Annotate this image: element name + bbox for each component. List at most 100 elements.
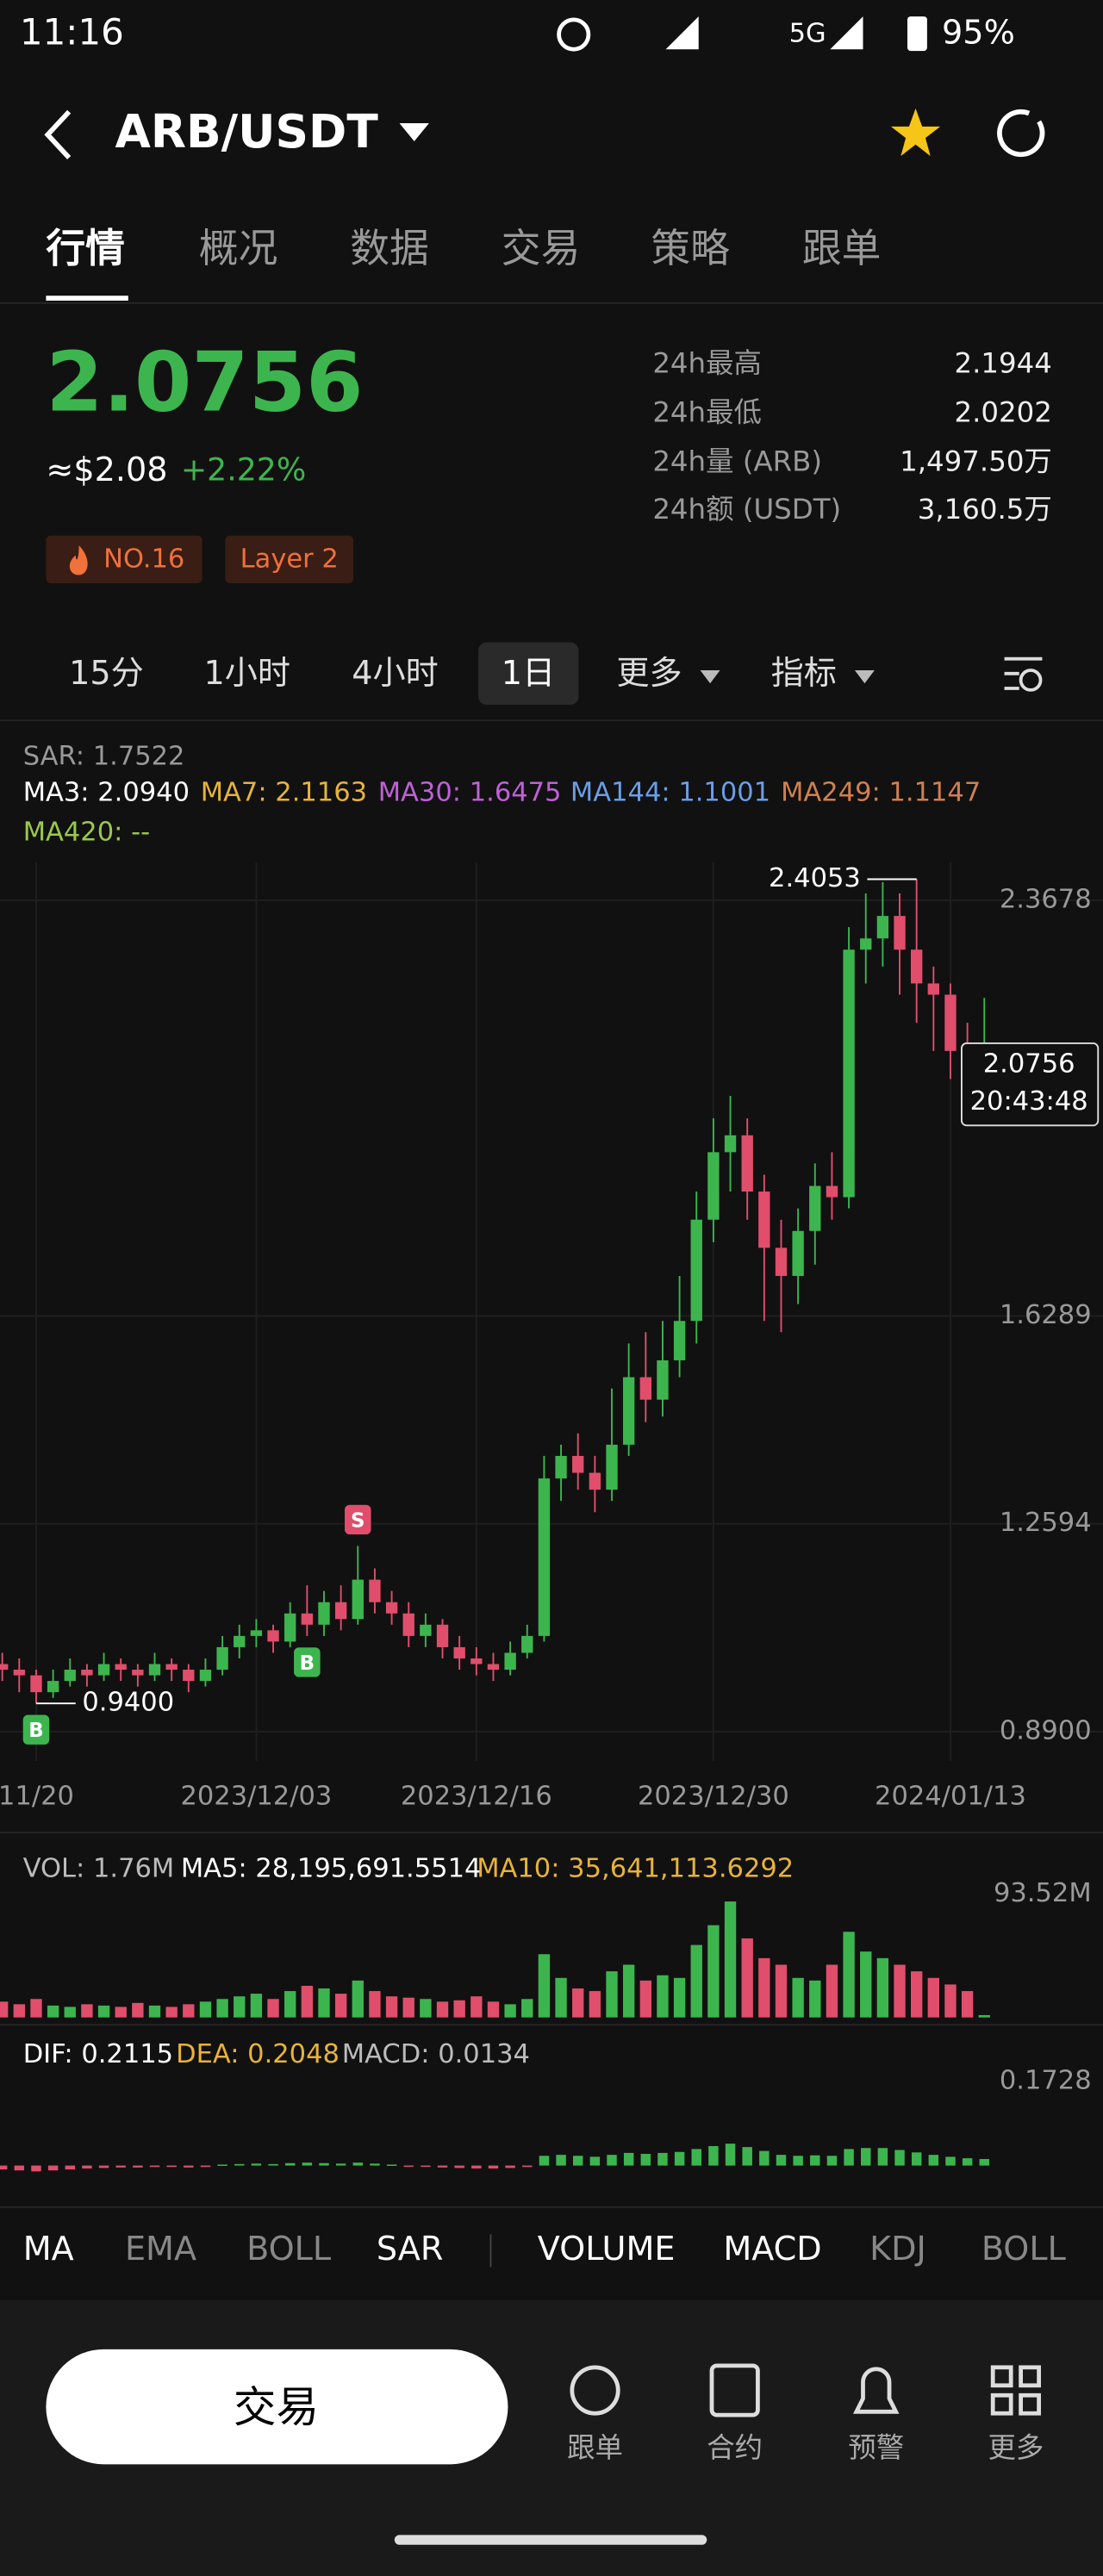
copy-icon[interactable] [570, 2365, 620, 2416]
volume-bar [352, 1980, 364, 2018]
volume-legend: MA5: 28,195,691.5514 [181, 1854, 482, 1884]
indicator-tab[interactable]: VOLUME [538, 2230, 676, 2268]
tab-underline [46, 296, 128, 301]
volume-bar [690, 1944, 702, 2018]
candle-body [420, 1624, 432, 1636]
stat-label: 24h最低 [652, 396, 762, 429]
indicator-tab[interactable]: KDJ [869, 2230, 926, 2268]
stat-value: 2.1944 [954, 346, 1051, 379]
candle-body [183, 1670, 195, 1682]
indicator-tab[interactable]: BOLL [246, 2230, 332, 2268]
candle-body [216, 1646, 228, 1671]
volume-bar [183, 2004, 195, 2018]
nav-label[interactable]: 跟单 [567, 2431, 623, 2464]
sar-legend: SAR: 1.7522 [23, 742, 185, 772]
nav-label[interactable]: 合约 [707, 2431, 763, 2464]
volume-bar [267, 1999, 279, 2018]
pair-dropdown[interactable] [399, 123, 429, 141]
macd-bar [505, 2165, 515, 2168]
volume-bar [487, 2001, 500, 2018]
macd-bar [14, 2165, 25, 2171]
indicator-tab[interactable]: BOLL [981, 2230, 1067, 2268]
divider [0, 2206, 1103, 2208]
macd-bar [979, 2159, 989, 2166]
pair-title[interactable]: ARB/USDT [115, 104, 379, 159]
price-change: +2.22% [181, 451, 306, 488]
nav-label[interactable]: 预警 [848, 2431, 904, 2464]
macd-bar [640, 2154, 651, 2166]
volume-bar [436, 2001, 449, 2018]
candle-body [707, 1152, 720, 1220]
contract-icon[interactable] [709, 2363, 760, 2417]
nav-label[interactable]: 更多 [988, 2431, 1044, 2464]
candle-body [555, 1455, 567, 1479]
home-indicator [394, 2535, 707, 2545]
candle-body [927, 983, 940, 995]
candle-body [199, 1670, 212, 1682]
indicator-tab[interactable]: MACD [723, 2230, 821, 2268]
signal-marker [22, 1714, 50, 1745]
volume-bar [555, 1977, 567, 2018]
candle-body [690, 1219, 702, 1322]
tab[interactable]: 跟单 [802, 226, 882, 271]
volume-bar [132, 2002, 144, 2018]
candle-body [165, 1664, 178, 1671]
volume-bar [860, 1951, 872, 2018]
chart-settings[interactable] [1004, 656, 1043, 692]
divider [0, 302, 1103, 304]
candle-body [318, 1602, 330, 1625]
candle-body [911, 949, 923, 984]
candle-body [453, 1646, 465, 1658]
macd-bar [302, 2162, 313, 2166]
rank-tag-text: NO.16 [103, 544, 184, 575]
macd-bar [217, 2164, 227, 2166]
candle-body [876, 916, 889, 939]
macd-bar [793, 2156, 803, 2166]
more-menu[interactable]: 更多 [616, 654, 682, 692]
tab[interactable]: 行情 [46, 226, 125, 271]
macd-bar [945, 2156, 956, 2166]
macd-bar [928, 2155, 939, 2166]
macd-bar [437, 2165, 448, 2168]
tab[interactable]: 概况 [199, 226, 278, 271]
interval[interactable]: 1日 [502, 654, 555, 692]
y-tick-label: 1.2594 [1000, 1508, 1092, 1538]
share-icon[interactable] [997, 109, 1045, 158]
macd-bar [47, 2165, 59, 2171]
macd-bar [234, 2163, 245, 2166]
candle-body [860, 938, 872, 950]
favorite-star[interactable] [890, 108, 941, 157]
ma-legend: MA7: 2.1163 [201, 778, 367, 808]
trade-button[interactable] [46, 2349, 508, 2465]
alert-icon[interactable] [853, 2367, 900, 2414]
interval[interactable]: 1小时 [204, 654, 291, 692]
back-button[interactable] [44, 109, 72, 160]
tab[interactable]: 数据 [350, 226, 429, 271]
indicator-tab[interactable]: EMA [125, 2230, 196, 2268]
candle-body [13, 1670, 25, 1676]
trade-button-text[interactable]: 交易 [234, 2382, 319, 2432]
candle-body [572, 1455, 584, 1473]
candle-body [504, 1652, 516, 1671]
indicator-tab[interactable]: MA [23, 2230, 74, 2268]
macd-bar [471, 2165, 482, 2168]
volume-bar [657, 1975, 669, 2018]
indicator-tab[interactable]: SAR [377, 2230, 443, 2268]
macd-bar [911, 2152, 922, 2166]
signal-marker [345, 1504, 371, 1535]
candle-body [352, 1579, 364, 1620]
last-price-box [960, 1042, 1100, 1127]
interval[interactable]: 4小时 [352, 654, 439, 692]
x-tick-label: 11/20 [0, 1782, 74, 1812]
indicator-menu[interactable]: 指标 [771, 654, 837, 692]
volume-bar [521, 1999, 533, 2018]
tab[interactable]: 策略 [651, 226, 730, 271]
macd-bar [454, 2165, 464, 2168]
more-icon[interactable] [990, 2365, 1041, 2416]
separator [489, 2234, 492, 2268]
volume-bar [622, 1964, 635, 2018]
interval-selected [478, 642, 579, 706]
interval[interactable]: 15分 [69, 654, 144, 692]
volume-bar [724, 1901, 737, 2018]
tab[interactable]: 交易 [502, 226, 581, 271]
